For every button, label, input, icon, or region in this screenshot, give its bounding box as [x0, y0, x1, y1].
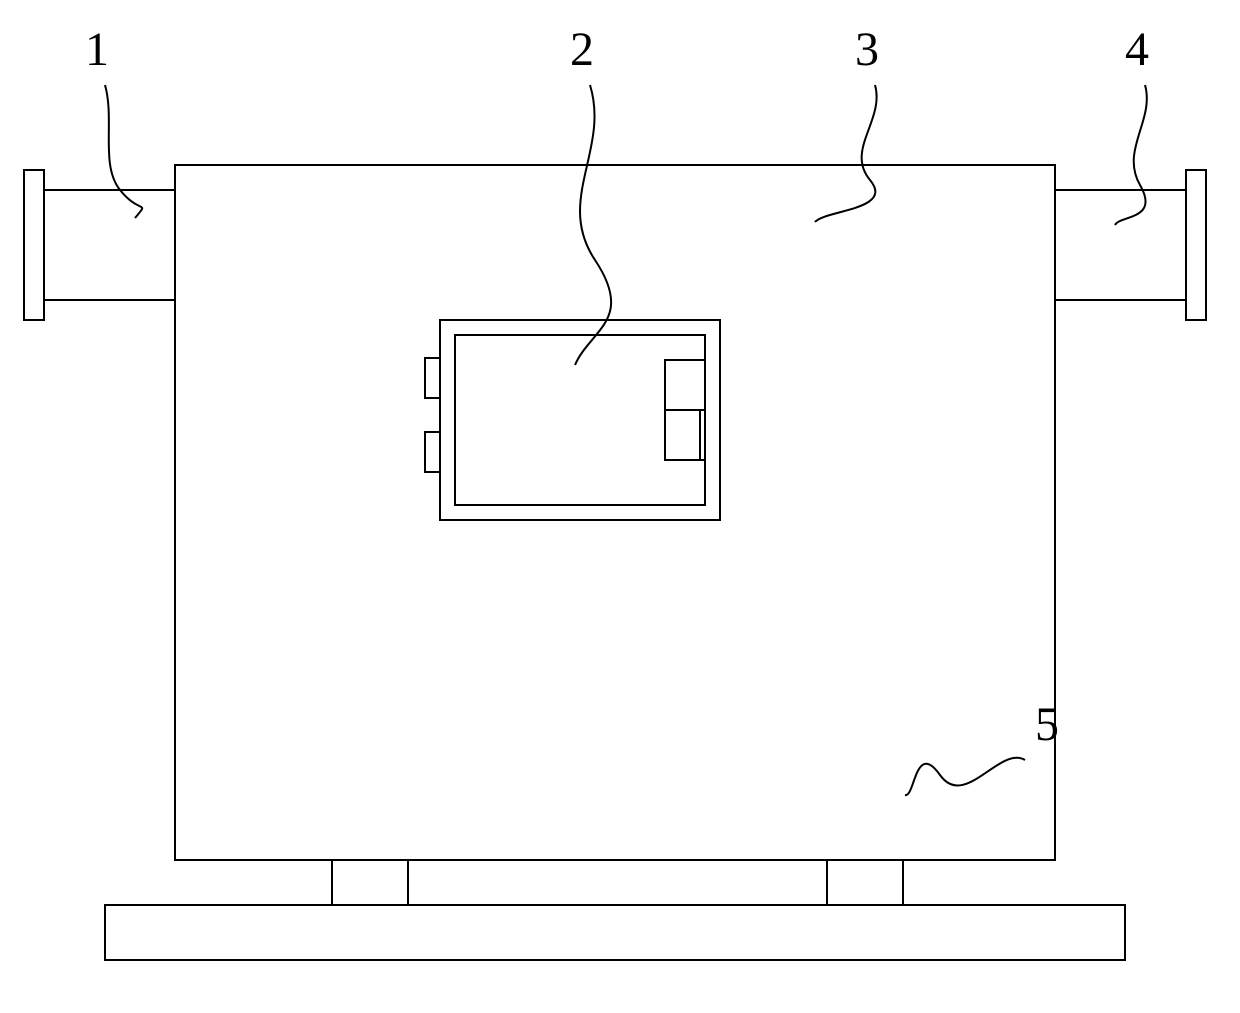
callout-label-5: 5 — [1035, 698, 1059, 751]
left-flange-plate — [24, 170, 44, 320]
left-pipe — [44, 190, 175, 300]
center-module-right-inset — [665, 410, 700, 460]
callout-label-4: 4 — [1125, 23, 1149, 76]
right-flange-plate — [1186, 170, 1206, 320]
right-pipe — [1055, 190, 1186, 300]
callout-label-2: 2 — [570, 23, 594, 76]
engineering-diagram: 1 2 3 4 5 — [0, 0, 1240, 1013]
callout-label-1: 1 — [85, 23, 109, 76]
callout-label-3: 3 — [855, 23, 879, 76]
base-plate — [105, 905, 1125, 960]
